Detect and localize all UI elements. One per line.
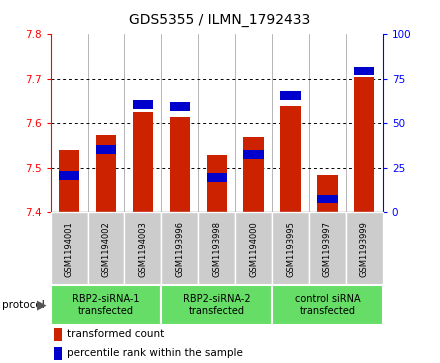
Bar <box>243 150 264 159</box>
Bar <box>96 135 116 212</box>
Bar <box>59 171 79 180</box>
Bar <box>161 212 198 285</box>
Bar <box>317 195 337 204</box>
Bar <box>59 150 79 212</box>
Bar <box>170 102 190 111</box>
Text: GSM1193997: GSM1193997 <box>323 221 332 277</box>
Bar <box>346 212 383 285</box>
Bar <box>272 212 309 285</box>
Text: RBP2-siRNA-1
transfected: RBP2-siRNA-1 transfected <box>72 294 140 316</box>
Bar <box>206 155 227 212</box>
Bar <box>309 212 346 285</box>
Bar <box>317 175 337 212</box>
Text: ▶: ▶ <box>37 298 47 311</box>
Text: RBP2-siRNA-2
transfected: RBP2-siRNA-2 transfected <box>183 294 250 316</box>
Text: GSM1193995: GSM1193995 <box>286 221 295 277</box>
Bar <box>51 285 161 325</box>
Bar <box>170 117 190 212</box>
Text: GSM1193998: GSM1193998 <box>212 221 221 277</box>
Text: protocol: protocol <box>2 300 45 310</box>
Text: GSM1193996: GSM1193996 <box>175 221 184 277</box>
Bar <box>125 212 161 285</box>
Bar <box>235 212 272 285</box>
Bar <box>54 327 62 341</box>
Text: GDS5355 / ILMN_1792433: GDS5355 / ILMN_1792433 <box>129 13 311 27</box>
Bar <box>280 106 301 212</box>
Text: percentile rank within the sample: percentile rank within the sample <box>67 348 243 359</box>
Text: GSM1194002: GSM1194002 <box>102 221 110 277</box>
Bar <box>133 112 153 212</box>
Bar <box>243 137 264 212</box>
Bar <box>280 91 301 100</box>
Text: control siRNA
transfected: control siRNA transfected <box>295 294 360 316</box>
Text: transformed count: transformed count <box>67 329 165 339</box>
Bar <box>198 212 235 285</box>
Bar <box>354 77 374 212</box>
Text: GSM1193999: GSM1193999 <box>360 221 369 277</box>
Text: GSM1194001: GSM1194001 <box>65 221 73 277</box>
Bar <box>206 173 227 182</box>
Bar <box>354 66 374 76</box>
Bar <box>133 100 153 109</box>
Text: GSM1194003: GSM1194003 <box>138 221 147 277</box>
Bar <box>272 285 383 325</box>
Bar <box>51 212 88 285</box>
Bar <box>88 212 125 285</box>
Bar <box>96 145 116 154</box>
Text: GSM1194000: GSM1194000 <box>249 221 258 277</box>
Bar <box>54 347 62 360</box>
Bar <box>161 285 272 325</box>
